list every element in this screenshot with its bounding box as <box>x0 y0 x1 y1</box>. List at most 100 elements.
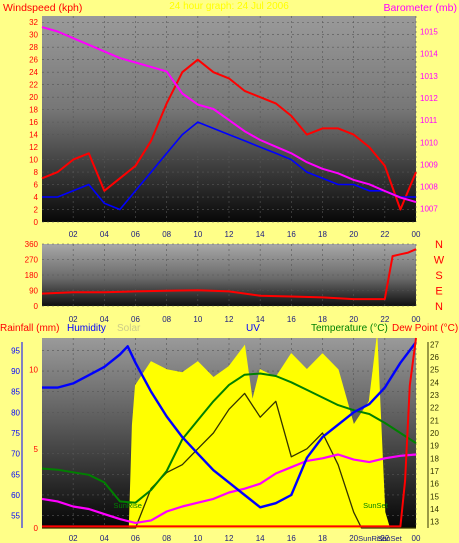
humidity-tick-label: 75 <box>11 429 20 438</box>
lower-panel-x-tick-label: 22 <box>380 534 389 543</box>
dew-point-line <box>41 453 417 525</box>
temperature-tick-label: 25 <box>430 366 439 375</box>
humidity-tick-label: 65 <box>11 470 20 479</box>
lower-panel-x-tick-label: 20 <box>349 534 358 543</box>
direction-panel-x-tick-label: 04 <box>100 315 109 324</box>
rainfall-tick-label: 10 <box>29 366 38 375</box>
windspeed-tick-label: 16 <box>29 118 38 127</box>
wind-direction-line <box>41 248 417 301</box>
lower-panel-x-tick-label: 02 <box>69 534 78 543</box>
wind-panel-x-tick-label: 22 <box>380 230 389 239</box>
windspeed-tick-label: 30 <box>29 31 38 40</box>
compass-label: N <box>435 239 443 251</box>
chart-title: 24 hour graph: 24 Jul 2006 <box>169 1 289 12</box>
barometer-tick-label: 1008 <box>420 183 438 192</box>
windspeed-tick-label: 4 <box>34 193 39 202</box>
barometer-axis-label: Barometer (mb) <box>383 2 457 14</box>
direction-tick-label: 360 <box>25 240 39 249</box>
direction-panel-x-tick-label: 02 <box>69 315 78 324</box>
rainfall-line <box>42 337 417 528</box>
humidity-tick-label: 90 <box>11 367 20 376</box>
temperature-tick-label: 15 <box>430 492 439 501</box>
legend-item: Rainfall (mm) <box>0 323 59 334</box>
direction-panel-x-tick-label: 10 <box>193 315 202 324</box>
wind-panel-x-tick-label: 00 <box>412 230 421 239</box>
rainfall-tick-label: 5 <box>34 445 39 454</box>
compass-label: E <box>435 286 442 298</box>
direction-panel-x-tick-label: 06 <box>131 315 140 324</box>
wind-average-line <box>42 121 416 211</box>
barometer-tick-label: 1015 <box>420 28 438 37</box>
windspeed-tick-label: 20 <box>29 93 38 102</box>
barometer-tick-label: 1010 <box>420 138 438 147</box>
compass-label: W <box>434 255 445 267</box>
sunset-bottom-marker: SunSet <box>377 534 403 543</box>
legend-item: Temperature (°C) <box>311 323 388 334</box>
barometer-tick-label: 1009 <box>420 160 438 169</box>
temperature-tick-label: 24 <box>430 378 439 387</box>
windspeed-tick-label: 24 <box>29 68 38 77</box>
temperature-tick-label: 18 <box>430 454 439 463</box>
humidity-tick-label: 70 <box>11 450 20 459</box>
lower-panel-x-tick-label: 14 <box>256 534 265 543</box>
temperature-tick-label: 14 <box>430 505 439 514</box>
lower-panel-x-tick-label: 12 <box>225 534 234 543</box>
barometer-tick-label: 1011 <box>420 116 438 125</box>
windspeed-tick-label: 14 <box>29 131 38 140</box>
lower-panel-x-tick-label: 00 <box>412 534 421 543</box>
sunrise-bottom-marker: SunRise <box>358 534 386 543</box>
wind-panel-x-tick-label: 12 <box>225 230 234 239</box>
sunset-marker: SunSet <box>363 501 389 510</box>
lower-panel-x-tick-label: 06 <box>131 534 140 543</box>
temperature-tick-label: 20 <box>430 429 439 438</box>
legend-item: Solar <box>117 323 141 334</box>
humidity-tick-label: 60 <box>11 491 20 500</box>
direction-tick-label: 90 <box>29 287 38 296</box>
temperature-tick-label: 22 <box>430 404 439 413</box>
wind-gust-line <box>41 58 417 211</box>
barometer-tick-label: 1013 <box>420 72 438 81</box>
barometer-tick-label: 1012 <box>420 94 438 103</box>
solar-area <box>42 337 391 529</box>
humidity-tick-label: 55 <box>11 512 20 521</box>
sunrise-marker: SunRise <box>114 501 142 510</box>
windspeed-tick-label: 22 <box>29 81 38 90</box>
wind-panel-x-tick-label: 04 <box>100 230 109 239</box>
temperature-tick-label: 16 <box>430 480 439 489</box>
direction-panel-x-tick-label: 18 <box>318 315 327 324</box>
temperature-tick-label: 21 <box>430 416 439 425</box>
windspeed-tick-label: 6 <box>34 181 39 190</box>
direction-tick-label: 180 <box>25 271 39 280</box>
compass-label: S <box>435 270 442 282</box>
wind-panel-x-tick-label: 14 <box>256 230 265 239</box>
windspeed-tick-label: 10 <box>29 156 38 165</box>
wind-panel-x-tick-label: 16 <box>287 230 296 239</box>
barometer-tick-label: 1014 <box>420 50 438 59</box>
temperature-tick-label: 27 <box>430 340 439 349</box>
windspeed-tick-label: 2 <box>34 206 39 215</box>
temperature-tick-label: 17 <box>430 467 439 476</box>
direction-panel-x-tick-label: 08 <box>162 315 171 324</box>
wind-panel-x-tick-label: 20 <box>349 230 358 239</box>
lower-panel-x-tick-label: 16 <box>287 534 296 543</box>
direction-tick-label: 270 <box>25 256 39 265</box>
lower-panel-x-tick-label: 04 <box>100 534 109 543</box>
wind-panel-x-tick-label: 08 <box>162 230 171 239</box>
wind-panel-x-tick-label: 06 <box>131 230 140 239</box>
wind-panel-x-tick-label: 18 <box>318 230 327 239</box>
direction-panel-x-tick-label: 20 <box>349 315 358 324</box>
windspeed-tick-label: 28 <box>29 43 38 52</box>
lower-panel-x-tick-label: 10 <box>193 534 202 543</box>
barometer-tick-label: 1007 <box>420 205 438 214</box>
direction-panel-x-tick-label: 00 <box>412 315 421 324</box>
wind-panel-x-tick-label: 10 <box>193 230 202 239</box>
humidity-line <box>42 341 417 509</box>
windspeed-tick-label: 0 <box>34 218 39 227</box>
windspeed-tick-label: 26 <box>29 56 38 65</box>
windspeed-tick-label: 8 <box>34 168 39 177</box>
direction-panel-x-tick-label: 14 <box>256 315 265 324</box>
rainfall-tick-label: 0 <box>34 524 39 533</box>
barometer-line <box>41 26 417 204</box>
direction-panel-x-tick-label: 12 <box>225 315 234 324</box>
